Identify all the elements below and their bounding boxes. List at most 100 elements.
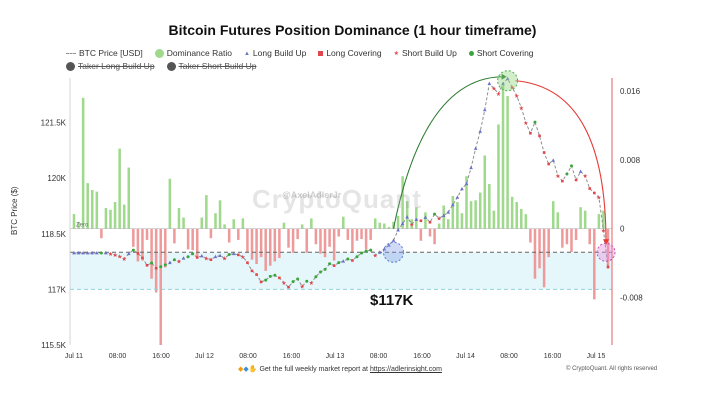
legend-item[interactable]: Dominance Ratio xyxy=(154,47,232,59)
dominance-bar xyxy=(81,97,85,229)
short-covering-marker xyxy=(569,164,573,168)
x-tick: 08:00 xyxy=(370,353,388,360)
dominance-bar xyxy=(264,228,267,271)
long-build-up-marker xyxy=(482,107,487,112)
dominance-bar xyxy=(300,224,304,229)
downtrend-arrow xyxy=(515,80,607,243)
dominance-bar xyxy=(360,228,363,240)
legend-item[interactable]: Taker Long Build Up xyxy=(66,60,155,72)
legend-item[interactable]: Short Covering xyxy=(468,47,534,59)
dominance-bar xyxy=(218,200,222,229)
long-build-up-marker xyxy=(501,81,505,85)
long-build-up-marker xyxy=(455,195,460,199)
long-covering-marker xyxy=(255,273,258,276)
legend-label: Dominance Ratio xyxy=(166,48,232,58)
dominance-bar xyxy=(282,222,286,229)
legend-item[interactable]: ★ Short Build Up xyxy=(394,47,457,60)
dominance-bar xyxy=(606,228,610,268)
dominance-bar xyxy=(593,228,596,300)
dominance-bar xyxy=(268,228,272,266)
long-build-up-marker xyxy=(460,186,464,191)
short-covering-marker xyxy=(337,261,341,265)
dominance-bar xyxy=(515,202,518,229)
short-covering-marker xyxy=(150,261,154,265)
long-covering-marker xyxy=(574,178,578,182)
footer-link[interactable]: https://adlerinsight.com xyxy=(369,366,442,373)
gem-icon: ◆ xyxy=(243,366,249,373)
dominance-bar xyxy=(401,176,404,229)
dominance-bar xyxy=(533,228,537,279)
dominance-bar xyxy=(510,196,514,229)
y-tick-right: -0.008 xyxy=(620,294,643,303)
y-tick-right: 0.016 xyxy=(620,87,641,96)
dominance-bar xyxy=(168,178,172,229)
dominance-bar xyxy=(86,183,89,229)
dominance-bar xyxy=(492,210,496,229)
short-covering-marker xyxy=(159,265,163,269)
dominance-bar xyxy=(95,191,99,229)
dominance-bar xyxy=(205,195,208,229)
dominance-bar xyxy=(364,228,368,250)
dominance-bar xyxy=(77,221,80,229)
long-covering-marker xyxy=(136,252,140,255)
long-build-up-marker xyxy=(181,256,186,260)
dominance-bar xyxy=(150,228,153,279)
short-build-up-marker: ★ xyxy=(309,280,314,287)
x-tick: Jul 13 xyxy=(326,353,345,360)
dominance-bar xyxy=(570,228,573,252)
short-covering-marker xyxy=(186,255,190,259)
dominance-bar xyxy=(396,215,400,229)
dominance-bar xyxy=(561,228,564,248)
tick-labels: 115.5K 117K 118.5K 120K 121.5K -0.008 0 0.008 0.… xyxy=(41,87,644,360)
axes xyxy=(69,78,613,345)
legend-item[interactable]: BTC Price [USD] xyxy=(66,47,143,59)
long-build-up-marker xyxy=(126,251,131,256)
long-build-up-marker xyxy=(464,181,469,186)
long-build-up-marker xyxy=(76,251,81,255)
end-highlight xyxy=(596,242,616,262)
dominance-bar xyxy=(583,210,587,229)
price-annotation: $117K xyxy=(370,292,414,309)
dominance-bar xyxy=(209,228,213,239)
dominance-bar xyxy=(428,228,432,237)
long-build-up-marker xyxy=(341,259,346,263)
dominance-bar xyxy=(465,176,468,229)
long-covering-marker xyxy=(561,179,564,183)
short-covering-marker xyxy=(360,251,364,255)
dominance-bar xyxy=(574,228,578,240)
legend-item[interactable]: Long Covering xyxy=(318,47,382,59)
dominance-bar xyxy=(278,228,281,259)
long-covering-marker xyxy=(154,266,158,270)
dominance-bar xyxy=(355,228,359,241)
x-tick: 08:00 xyxy=(109,353,127,360)
reference-lines: Zero xyxy=(70,223,612,290)
short-build-up-marker: ★ xyxy=(108,251,113,258)
dominance-bar xyxy=(419,228,423,241)
long-build-up-marker xyxy=(72,251,76,255)
short-build-up-marker: ★ xyxy=(496,91,501,98)
long-covering-marker xyxy=(246,261,249,264)
dominance-bar xyxy=(524,214,528,229)
long-covering-marker xyxy=(209,258,213,262)
dominance-bar xyxy=(109,209,112,229)
dashed-line-icon xyxy=(66,53,76,55)
dominance-bar xyxy=(132,228,135,247)
short-build-up-marker: ★ xyxy=(222,256,227,263)
dominance-bar xyxy=(565,228,569,245)
dominance-bar xyxy=(305,228,309,253)
dominance-bar xyxy=(446,219,450,229)
short-build-up-marker: ★ xyxy=(519,105,524,112)
legend-item[interactable]: ▲ Long Build Up xyxy=(244,47,306,60)
peak-highlight xyxy=(497,70,519,92)
legend-label: BTC Price [USD] xyxy=(79,48,143,58)
dominance-bar xyxy=(291,228,295,253)
dominance-bar xyxy=(310,218,313,229)
dominance-bar xyxy=(314,228,318,245)
x-tick: 16:00 xyxy=(283,353,301,360)
legend-item[interactable]: Taker Short Build Up xyxy=(166,60,257,72)
dominance-bar xyxy=(588,228,592,245)
short-build-up-marker: ★ xyxy=(491,86,496,93)
dominance-bar xyxy=(136,228,140,262)
short-covering-marker xyxy=(227,253,231,257)
dominance-bar xyxy=(323,228,327,258)
